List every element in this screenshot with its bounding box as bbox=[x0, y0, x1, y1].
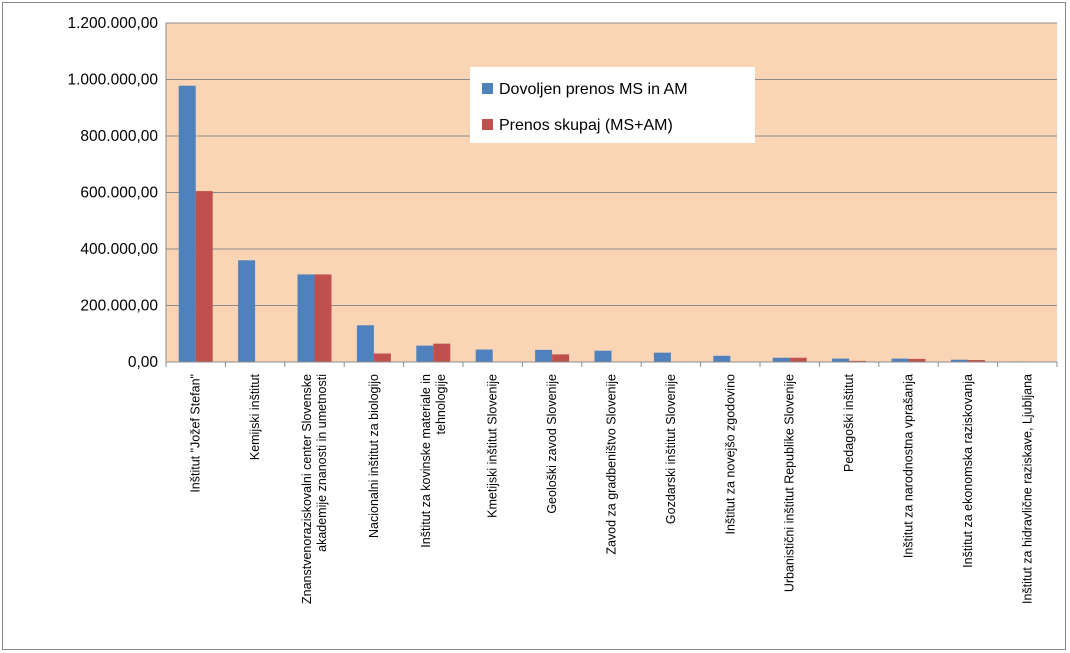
bar bbox=[849, 360, 867, 362]
bar bbox=[238, 260, 256, 362]
x-tick-label: Pedagoški inštitut bbox=[842, 373, 856, 472]
bar bbox=[832, 358, 850, 362]
bar bbox=[433, 343, 451, 362]
x-tick-label: Inštitut za narodnostna vprašanja bbox=[902, 374, 916, 558]
bar bbox=[594, 350, 612, 362]
y-tick-label: 0,00 bbox=[128, 354, 159, 371]
x-tick-label: Nacionalni inštitut za biologijo bbox=[367, 374, 381, 538]
x-tick-label: Kmetijski inštitut Slovenije bbox=[486, 374, 500, 518]
y-tick-label: 600.000,00 bbox=[80, 185, 158, 202]
bar bbox=[475, 349, 493, 362]
bar bbox=[416, 345, 434, 362]
x-tick-label: tehnologije bbox=[434, 374, 448, 435]
bar bbox=[772, 357, 790, 362]
bar bbox=[297, 274, 315, 362]
y-tick-label: 200.000,00 bbox=[80, 298, 158, 315]
bar bbox=[713, 355, 731, 362]
y-axis-ticks: 0,00 200.000,00 400.000,00 600.000,00 800.00… bbox=[67, 15, 158, 371]
x-tick-label: akademije znanosti in umetnosti bbox=[315, 374, 329, 552]
bar bbox=[373, 353, 391, 362]
x-tick-label: Geološki zavod Slovenije bbox=[545, 374, 559, 514]
y-tick-label: 1.200.000,00 bbox=[67, 15, 158, 32]
y-tick-label: 800.000,00 bbox=[80, 128, 158, 145]
legend-label: Dovoljen prenos MS in AM bbox=[499, 81, 688, 98]
legend: Dovoljen prenos MS in AM Prenos skupaj (M… bbox=[470, 67, 755, 143]
x-axis-labels: Inštitut "Jožef Stefan" Kemijski inštitut… bbox=[189, 373, 1035, 604]
x-tick-label: Urbanistični inštitut Republike Slovenij… bbox=[783, 374, 797, 592]
axes bbox=[165, 23, 1058, 367]
legend-swatch bbox=[482, 83, 493, 94]
bar bbox=[908, 358, 926, 362]
bar bbox=[950, 359, 968, 362]
y-tick-label: 1.000.000,00 bbox=[67, 72, 158, 89]
x-tick-label: Inštitut za novejšo zgodovino bbox=[723, 374, 737, 535]
x-tick-label: Zavod za gradbeništvo Slovenije bbox=[605, 374, 619, 555]
legend-label: Prenos skupaj (MS+AM) bbox=[499, 117, 673, 134]
bar bbox=[653, 352, 671, 362]
bar bbox=[535, 349, 553, 362]
bar bbox=[967, 360, 985, 362]
bar bbox=[789, 357, 807, 362]
bar bbox=[195, 191, 213, 362]
bar-chart: 0,00 200.000,00 400.000,00 600.000,00 800.00… bbox=[67, 15, 1058, 604]
x-tick-label: Kemijski inštitut bbox=[248, 373, 262, 460]
y-tick-label: 400.000,00 bbox=[80, 241, 158, 258]
bar bbox=[356, 325, 374, 362]
x-tick-label: Inštitut za hidravlične raziskave, Ljubl… bbox=[1020, 374, 1034, 604]
legend-box bbox=[470, 67, 755, 143]
x-tick-label: Inštitut za ekonomska raziskovanja bbox=[961, 374, 975, 568]
bar bbox=[891, 358, 909, 362]
bar bbox=[178, 85, 196, 362]
legend-swatch bbox=[482, 119, 493, 130]
bar bbox=[552, 354, 570, 362]
x-tick-label: Znanstvenoraziskovalni center Slovenske bbox=[300, 374, 314, 604]
x-tick-label: Inštitut "Jožef Stefan" bbox=[189, 374, 203, 493]
x-tick-label: Gozdarski inštitut Slovenije bbox=[664, 374, 678, 524]
bar bbox=[314, 274, 332, 362]
x-tick-label: Inštitut za kovinske materiale in bbox=[419, 374, 433, 548]
bars bbox=[178, 85, 1028, 362]
